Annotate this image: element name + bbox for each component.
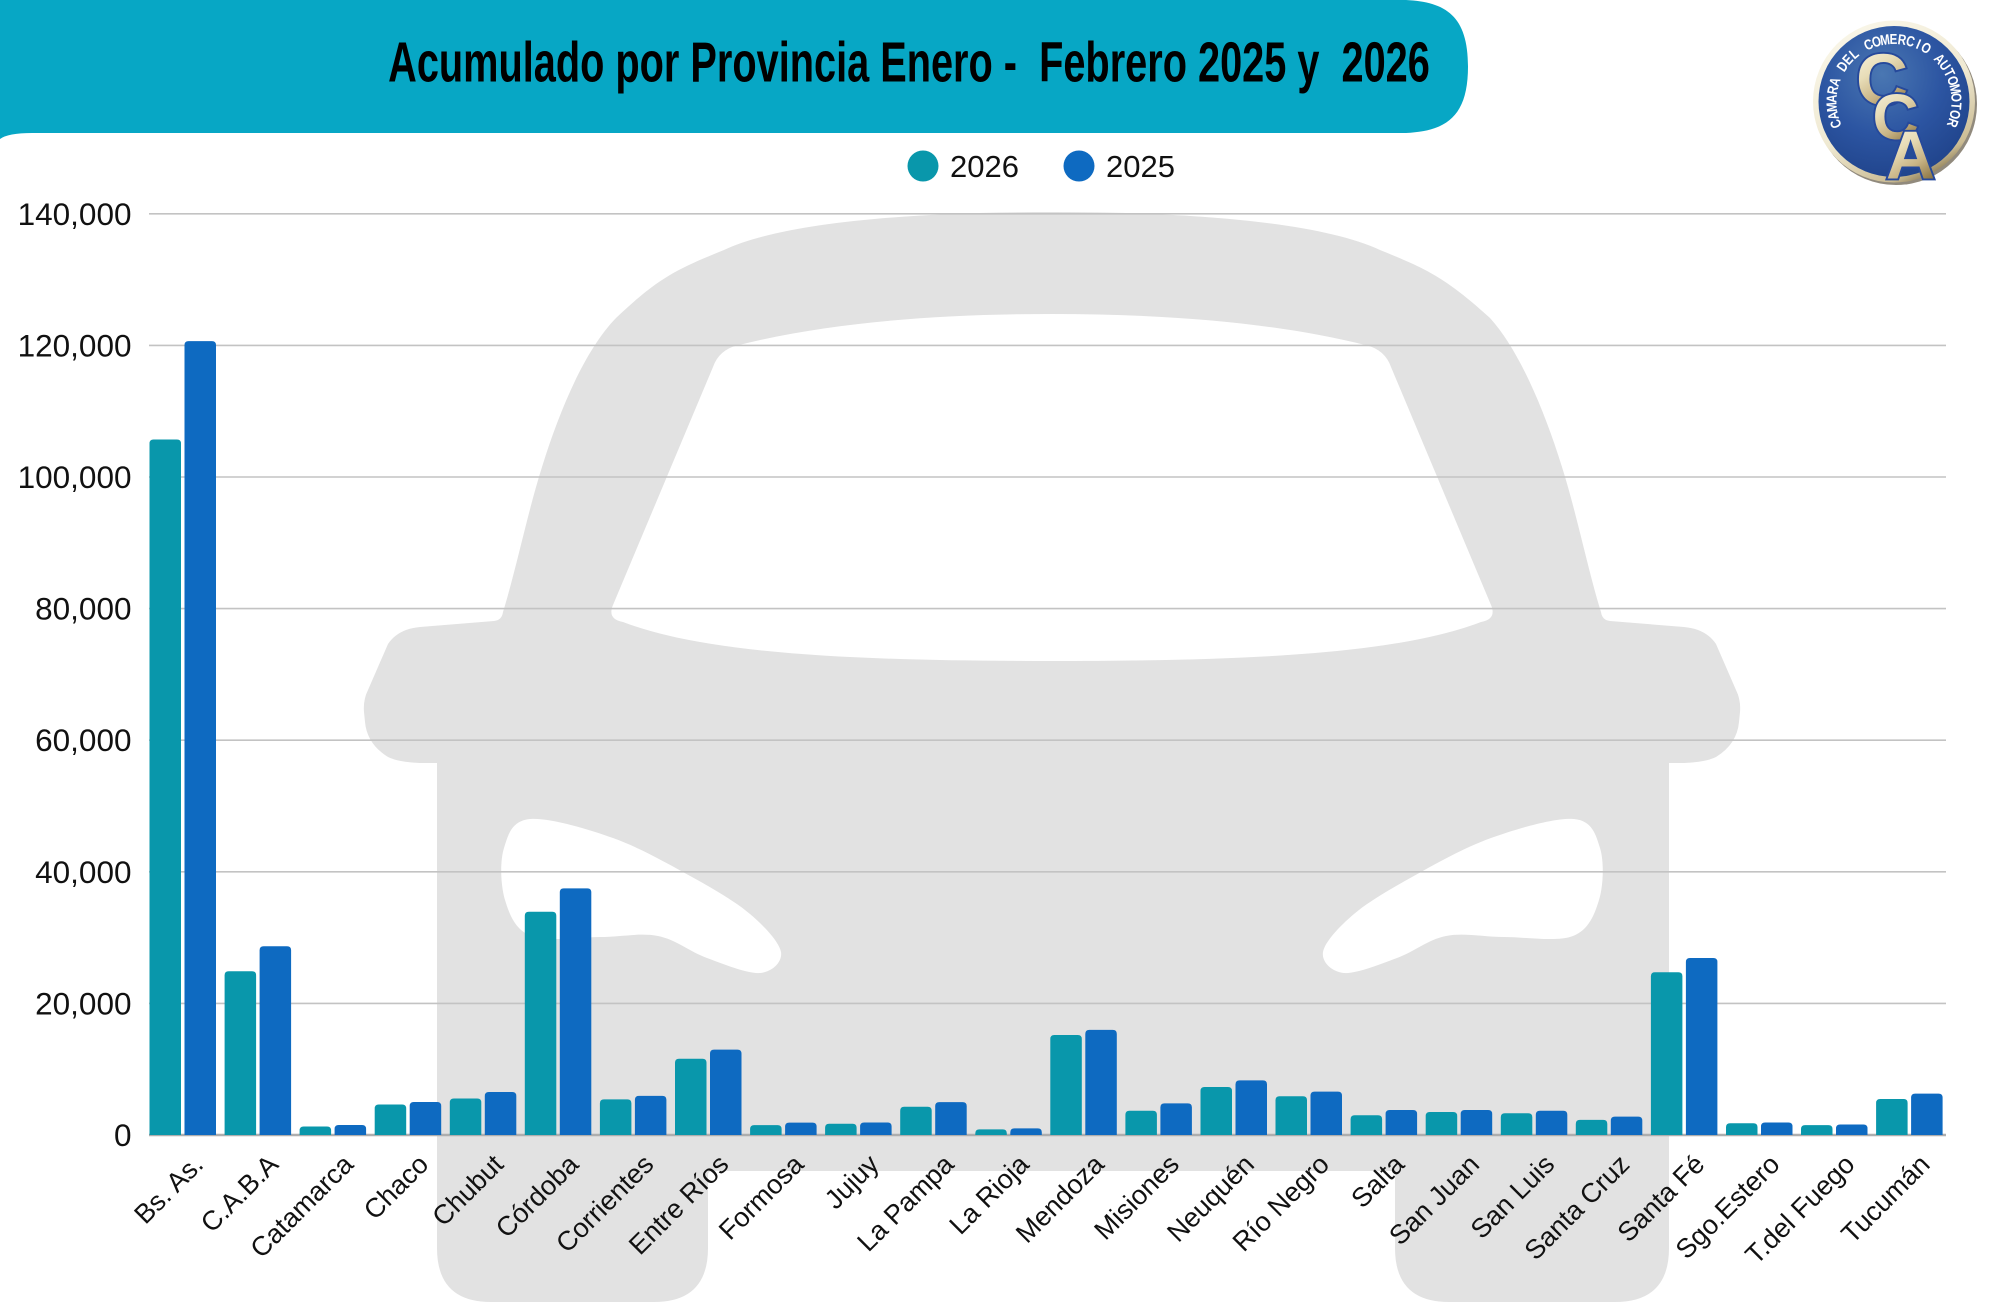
svg-text:Chaco: Chaco <box>358 1149 434 1225</box>
svg-text:A: A <box>1823 94 1840 104</box>
svg-text:O: O <box>1870 32 1883 50</box>
svg-text:60,000: 60,000 <box>35 722 131 758</box>
svg-text:Acumulado por Provincia Enero: Acumulado por Provincia Enero - Febrero … <box>388 32 1430 95</box>
svg-text:100,000: 100,000 <box>18 459 132 495</box>
svg-text:0: 0 <box>114 1117 132 1153</box>
svg-text:C: C <box>1856 41 1908 121</box>
svg-text:R: R <box>1897 31 1908 49</box>
svg-text:40,000: 40,000 <box>35 854 131 890</box>
svg-text:80,000: 80,000 <box>35 591 131 627</box>
svg-text:20,000: 20,000 <box>35 985 131 1021</box>
svg-text:2025: 2025 <box>1106 149 1175 184</box>
svg-text:120,000: 120,000 <box>18 327 132 363</box>
svg-text:I: I <box>1914 36 1923 52</box>
svg-text:E: E <box>1890 31 1898 48</box>
svg-text:O: O <box>1946 108 1964 120</box>
svg-text:M: M <box>1879 31 1891 49</box>
svg-text:140,000: 140,000 <box>18 196 132 232</box>
svg-text:R: R <box>1824 84 1842 96</box>
svg-text:C: C <box>1873 81 1919 153</box>
svg-text:A: A <box>1886 118 1935 194</box>
svg-text:M: M <box>1823 102 1840 113</box>
svg-text:O: O <box>1948 92 1965 102</box>
svg-text:M: M <box>1946 83 1964 96</box>
svg-text:2026: 2026 <box>950 149 1019 184</box>
svg-text:T: T <box>1948 102 1965 110</box>
